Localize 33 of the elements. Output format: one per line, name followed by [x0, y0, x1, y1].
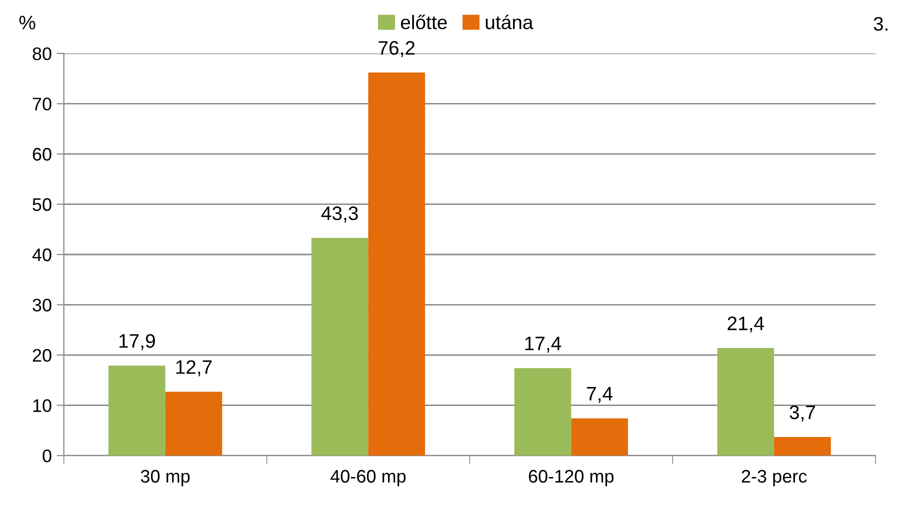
- data-label: 12,7: [176, 360, 212, 376]
- bar: [571, 418, 628, 456]
- bar: [514, 368, 572, 456]
- y-tick-label: 0: [42, 449, 52, 462]
- bar: [368, 72, 426, 456]
- y-tick-label: 10: [33, 399, 52, 412]
- bar: [108, 366, 166, 456]
- y-tick-label: 20: [32, 348, 52, 362]
- bar: [311, 238, 368, 456]
- legend-label: előtte: [400, 14, 447, 30]
- y-tick-label: 60: [32, 148, 52, 161]
- bar: [774, 436, 831, 456]
- y-tick-label: 70: [32, 98, 52, 110]
- y-axis-title: %: [19, 16, 36, 30]
- data-label: 76,2: [378, 41, 415, 58]
- data-label: 3,7: [790, 405, 816, 422]
- data-label: 43,3: [321, 206, 358, 222]
- data-label: 17,9: [119, 334, 155, 350]
- bar: [165, 392, 222, 456]
- data-label: 17,4: [525, 336, 562, 353]
- y-tick-label: 40: [32, 248, 52, 262]
- x-tick-label: 60-120 mp: [528, 470, 614, 486]
- y-tick-label: 80: [32, 47, 52, 60]
- x-tick-label: 30 mp: [140, 470, 190, 486]
- y-tick-label: 50: [32, 198, 52, 211]
- bar: [717, 348, 774, 456]
- data-label: 7,4: [587, 387, 612, 403]
- y-tick-label: 30: [32, 298, 52, 312]
- x-tick-label: 40-60 mp: [330, 470, 406, 486]
- data-label: 21,4: [728, 316, 764, 333]
- legend-label: utána: [486, 14, 534, 30]
- text: 3.: [874, 16, 888, 31]
- x-tick-label: 2-3 perc: [742, 470, 807, 486]
